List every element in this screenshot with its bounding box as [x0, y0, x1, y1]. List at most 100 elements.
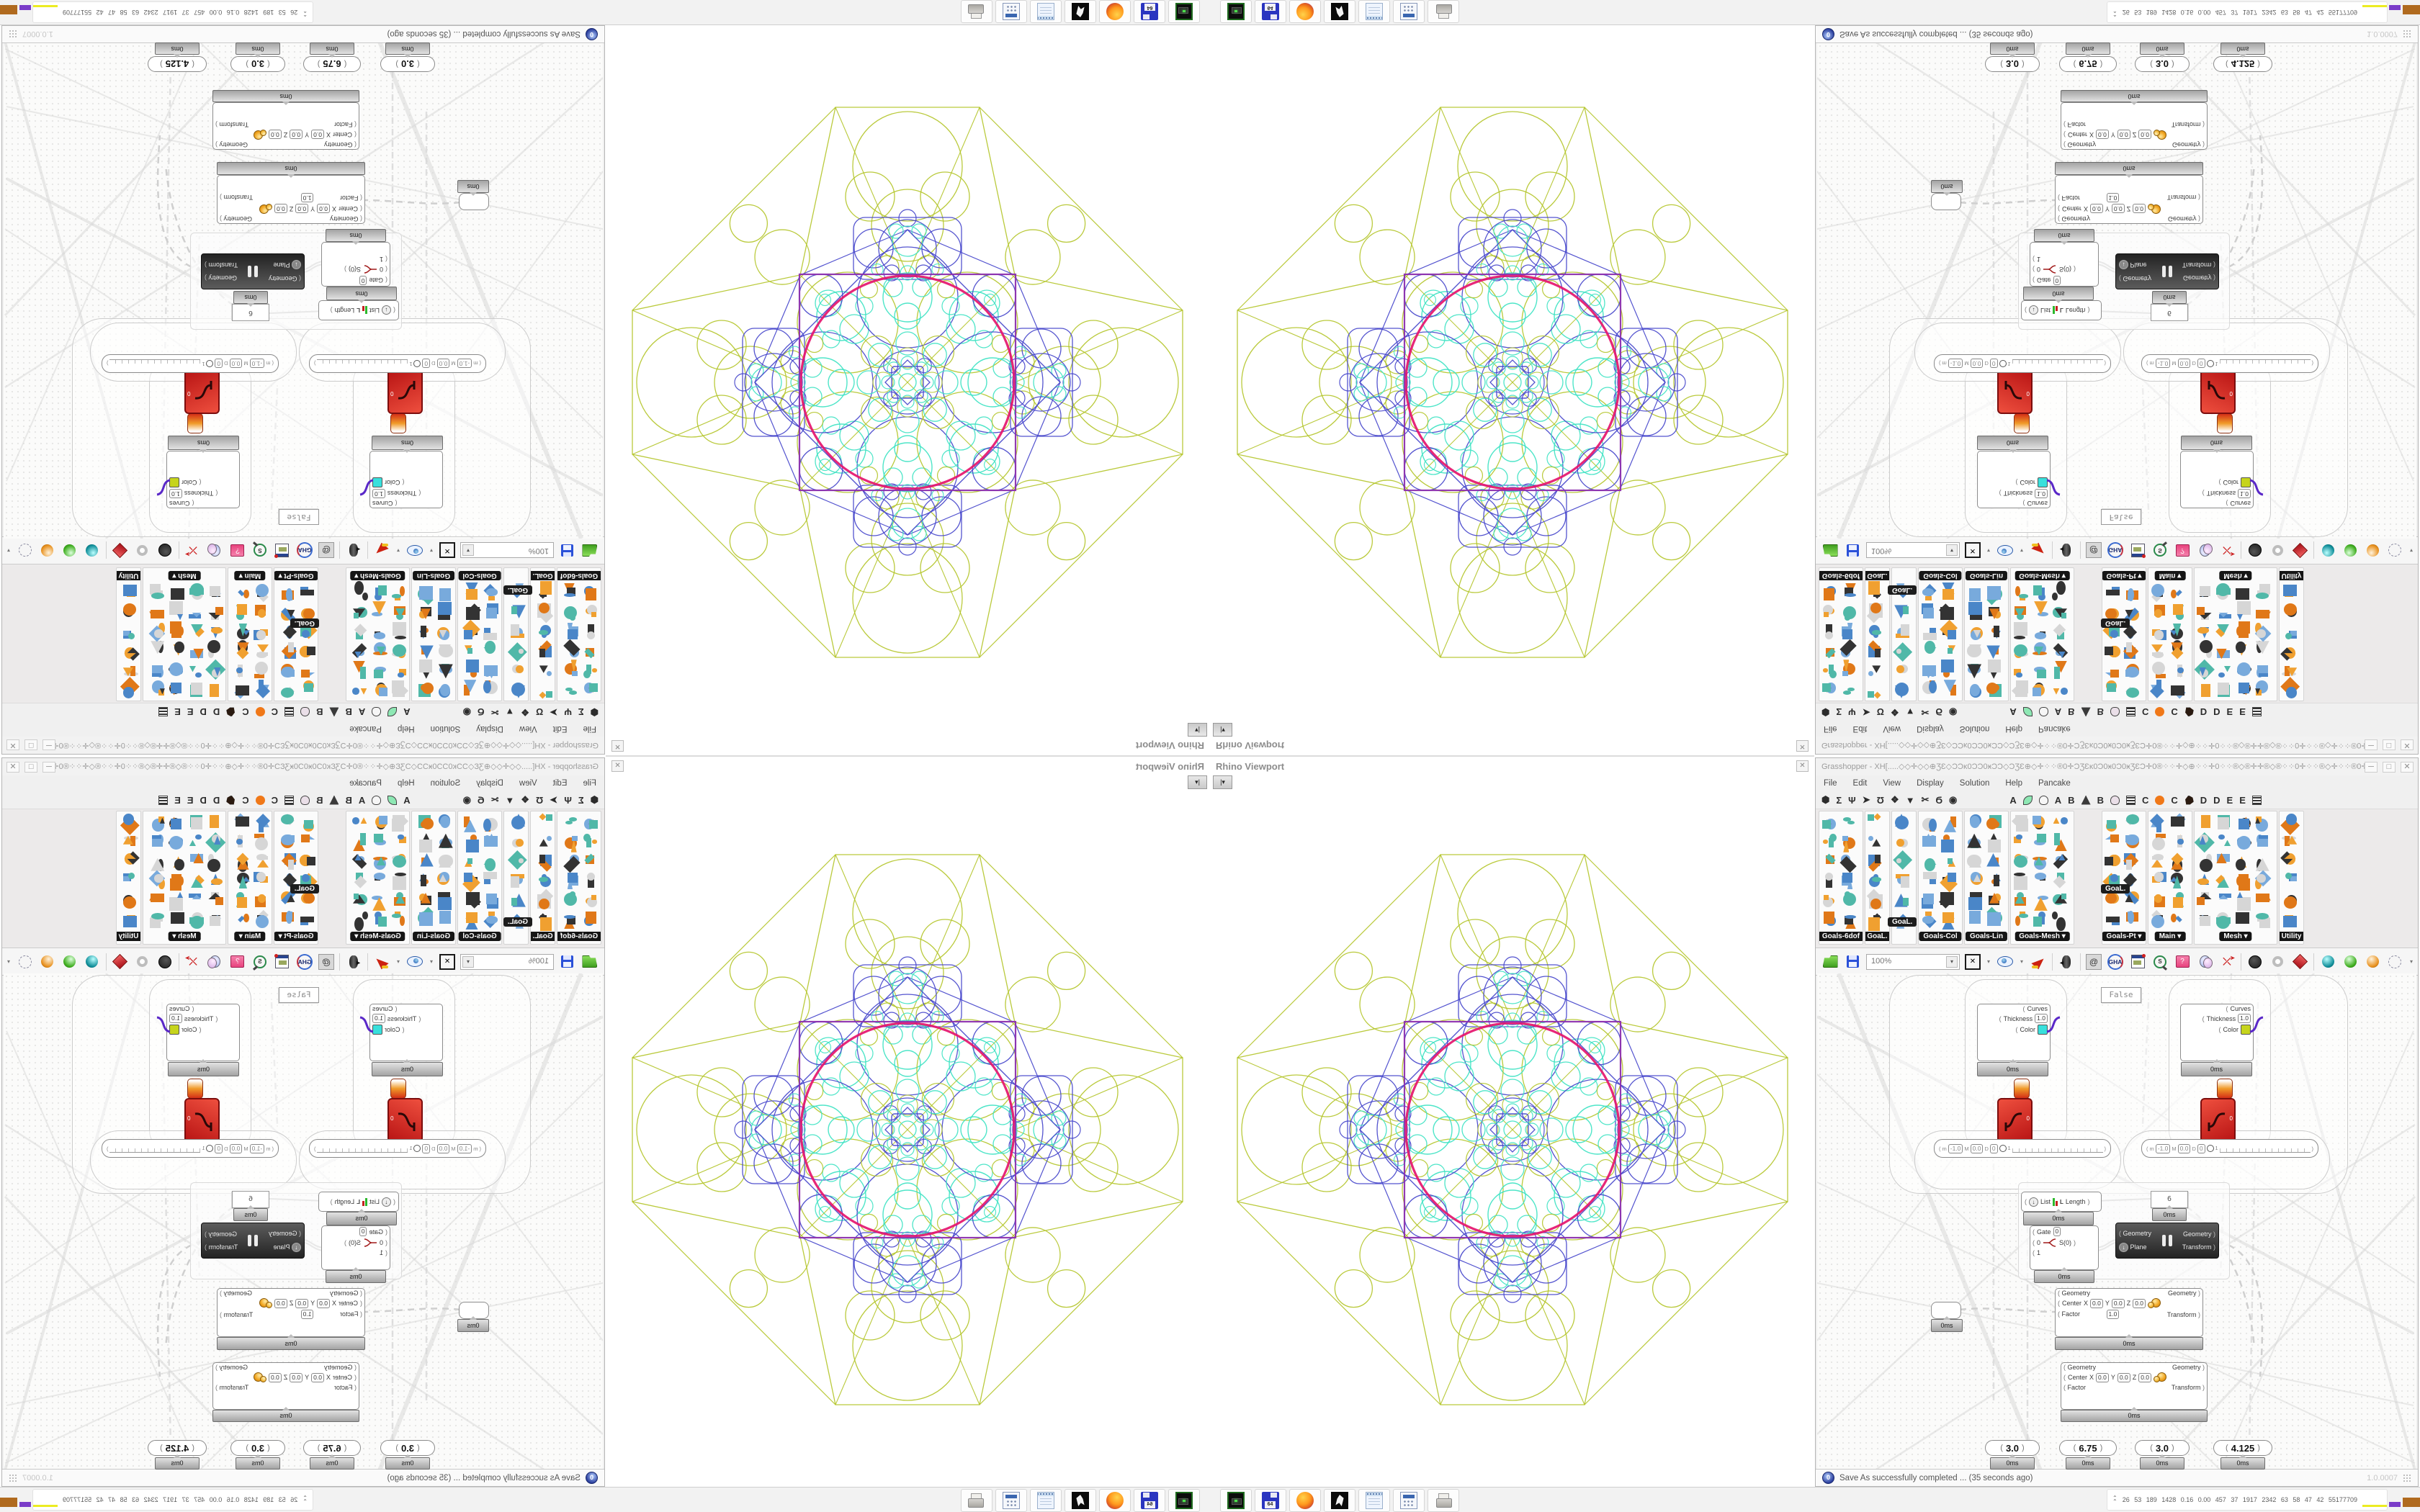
component-icon[interactable]	[2105, 852, 2120, 868]
slider-track[interactable]	[109, 1144, 201, 1153]
component-icon[interactable]	[1868, 663, 1883, 679]
component-icon[interactable]	[418, 833, 434, 852]
component-icon[interactable]	[418, 660, 434, 679]
component-icon[interactable]	[2236, 814, 2251, 830]
slider-track[interactable]	[317, 1144, 408, 1153]
number-slider[interactable]: (4.125)	[2213, 1440, 2272, 1456]
component-icon[interactable]	[563, 872, 579, 888]
component-icon[interactable]	[391, 872, 407, 891]
component-icon[interactable]	[1839, 852, 1857, 873]
component-icon[interactable]	[563, 852, 581, 873]
taskbar-button[interactable]	[1065, 1489, 1096, 1512]
component-icon[interactable]	[300, 814, 315, 832]
component-icon[interactable]	[563, 624, 579, 640]
number-slider[interactable]: (6.75)	[2059, 56, 2117, 72]
component-icon[interactable]	[2013, 621, 2029, 640]
cookie-dark-icon[interactable]	[156, 953, 174, 971]
component-icon[interactable]	[1894, 814, 1910, 830]
component-icon[interactable]	[418, 682, 434, 698]
component-icon[interactable]	[2282, 663, 2298, 679]
search-solver-icon[interactable]: S	[2151, 953, 2169, 971]
gh-tab[interactable]: C	[2141, 706, 2149, 718]
gh-tab[interactable]: ▼	[1905, 706, 1915, 718]
gh-tab[interactable]: C	[2171, 706, 2178, 718]
gha-installer-icon[interactable]: GHA	[296, 542, 313, 559]
zoom-select[interactable]: 100% ▾	[460, 953, 554, 970]
component-icon[interactable]	[2170, 604, 2186, 621]
boolean-panel[interactable]: False	[2101, 509, 2141, 525]
gh-tab[interactable]: C	[242, 706, 249, 718]
error-component[interactable]: 0	[1997, 1098, 2033, 1143]
taskbar-button[interactable]	[1168, 0, 1200, 23]
caret-icon[interactable]: ▾	[397, 958, 400, 965]
component-icon[interactable]	[169, 891, 184, 911]
component-icon[interactable]	[437, 663, 453, 679]
gh-tab-kangaroo-icon[interactable]	[226, 708, 236, 717]
gh-tab[interactable]: ⬢	[1821, 707, 1830, 718]
component-icon[interactable]	[2236, 601, 2251, 621]
component-icon[interactable]	[1939, 891, 1956, 909]
component-icon[interactable]	[2033, 872, 2048, 888]
menu-file[interactable]: File	[1824, 779, 1837, 788]
component-icon[interactable]	[234, 585, 250, 601]
component-icon[interactable]	[2052, 624, 2068, 640]
caret-icon[interactable]: ▾	[1986, 958, 1990, 965]
component-icon[interactable]	[205, 832, 225, 853]
component-icon[interactable]	[1986, 624, 2002, 640]
component-icon[interactable]	[391, 605, 407, 621]
component-icon[interactable]	[437, 852, 453, 868]
component-icon[interactable]	[483, 603, 499, 621]
component-icon[interactable]	[583, 683, 599, 698]
resize-grip-icon[interactable]	[2403, 1473, 2411, 1482]
component-icon[interactable]	[1894, 891, 1910, 907]
component-icon[interactable]	[300, 833, 315, 849]
error-capsule[interactable]	[390, 413, 406, 433]
custom-preview-component[interactable]: (Curves (Thickness 1.0 (Color	[1977, 1004, 2061, 1061]
component-icon[interactable]	[2124, 890, 2140, 907]
panel-label[interactable]: Goals-6dof	[1819, 571, 1863, 580]
gh-tab[interactable]: A	[403, 794, 411, 806]
component-icon[interactable]	[188, 624, 205, 640]
mirror-component[interactable]: ( Geometry ↓ Plane Geometry ) Transform …	[201, 1223, 305, 1259]
stream-filter-component[interactable]: (Gate 0 (0 S(0)) (1	[2030, 1225, 2099, 1270]
component-icon[interactable]	[1967, 624, 1983, 640]
component-icon[interactable]	[437, 683, 453, 698]
sphere-teal-icon[interactable]	[84, 542, 101, 559]
save-icon[interactable]	[1844, 953, 1861, 971]
component-icon[interactable]	[2236, 662, 2251, 679]
number-slider[interactable]: (3.0)	[2135, 1440, 2190, 1456]
component-icon[interactable]	[188, 663, 204, 679]
component-icon[interactable]	[1967, 601, 1983, 621]
panel-label[interactable]: Goals-6dof	[557, 571, 601, 580]
maximize-button[interactable]: □	[2383, 762, 2396, 773]
gh-tab-mountain-icon[interactable]	[2081, 708, 2091, 717]
component-icon[interactable]	[1967, 683, 1983, 698]
caret-icon[interactable]: ▾	[430, 958, 434, 965]
component-icon[interactable]	[2013, 852, 2029, 868]
component-icon[interactable]	[1967, 891, 1983, 911]
component-icon[interactable]	[1986, 833, 2002, 852]
component-icon[interactable]	[510, 891, 526, 907]
gha-installer-icon[interactable]: GHA	[2107, 542, 2124, 559]
component-icon[interactable]	[2216, 663, 2232, 679]
component-icon[interactable]	[2033, 663, 2048, 679]
component-icon[interactable]	[352, 814, 368, 829]
component-icon[interactable]	[2151, 833, 2166, 850]
taskbar-button[interactable]	[1168, 1489, 1200, 1512]
component-icon[interactable]	[2197, 624, 2213, 640]
component-icon[interactable]	[2216, 644, 2232, 660]
slider-knob[interactable]	[1999, 360, 2007, 367]
balloon-icon[interactable]	[207, 542, 224, 559]
component-icon[interactable]	[352, 683, 368, 698]
component-icon[interactable]	[2033, 585, 2048, 601]
component-icon[interactable]	[2197, 872, 2213, 888]
gh-tab[interactable]: ✂	[1921, 707, 1930, 718]
scale-component[interactable]: ( Geometry Geometry ) (Center X 0.0 Y 0.0 …	[212, 102, 359, 150]
component-icon[interactable]	[207, 585, 223, 601]
component-icon[interactable]	[2170, 585, 2186, 601]
preview-eye-icon[interactable]	[1996, 542, 2014, 559]
component-icon[interactable]	[2124, 813, 2140, 829]
component-icon[interactable]	[205, 659, 225, 680]
